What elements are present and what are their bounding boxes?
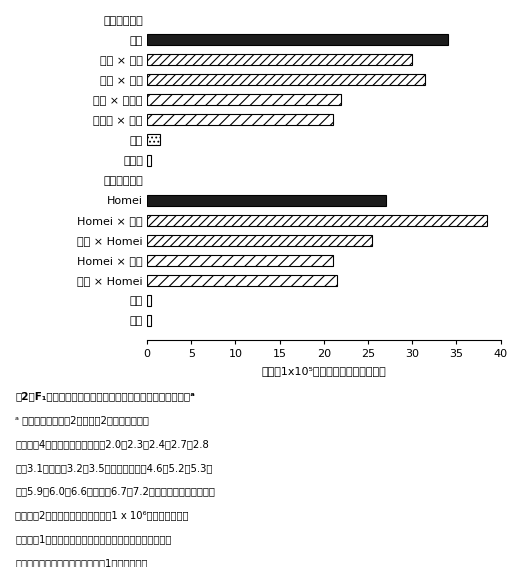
Bar [147, 74, 425, 86]
Text: 値とした．表の値は計算値から1をひいた値．: 値とした．表の値は計算値から1をひいた値． [15, 558, 148, 567]
Text: 体数に1を足し対数化し，幾何平均を計算し，各品種の: 体数に1を足し対数化し，幾何平均を計算し，各品種の [15, 534, 172, 544]
Bar [147, 214, 487, 226]
Bar [147, 315, 151, 325]
Bar [147, 154, 151, 166]
Text: 用いた4花蓄長区（ハクサイ：2.0ー2.3，2.4ー2.7，2.8: 用いた4花蓄長区（ハクサイ：2.0ー2.3，2.4ー2.7，2.8 [15, 439, 209, 449]
Text: ー5.9，6.0ー6.6およびは6.7ー7.2㎜）のうち植物体再生数: ー5.9，6.0ー6.6およびは6.7ー7.2㎜）のうち植物体再生数 [15, 486, 215, 497]
Bar [147, 134, 160, 146]
Text: 図2　F₁およびその両親の小胞子培養における植物体再生数ᵃ: 図2 F₁およびその両親の小胞子培養における植物体再生数ᵃ [15, 391, 196, 401]
Bar [147, 255, 333, 265]
Bar [147, 35, 447, 45]
Bar [147, 115, 333, 125]
Bar [147, 274, 337, 286]
Bar [147, 295, 151, 306]
Bar [147, 95, 342, 105]
Bar [147, 235, 373, 246]
Text: ᵃ 各品種・系統とも2株を各肅2回培養をした．: ᵃ 各品種・系統とも2株を各肅2回培養をした． [15, 415, 149, 425]
Text: 小胞子1x10⁵個あたりの植物体再生数: 小胞子1x10⁵個あたりの植物体再生数 [262, 366, 386, 376]
Text: ー3.1およびは3.2ー3.5㎜，キャベツ：4.6ー5.2，5.3ー: ー3.1およびは3.2ー3.5㎜，キャベツ：4.6ー5.2，5.3ー [15, 463, 213, 473]
Text: の多い2花蓄長区を選び，小胞子1 x 10⁶個あたりの胚様: の多い2花蓄長区を選び，小胞子1 x 10⁶個あたりの胚様 [15, 510, 189, 521]
Bar [147, 54, 412, 65]
Bar [147, 194, 385, 206]
